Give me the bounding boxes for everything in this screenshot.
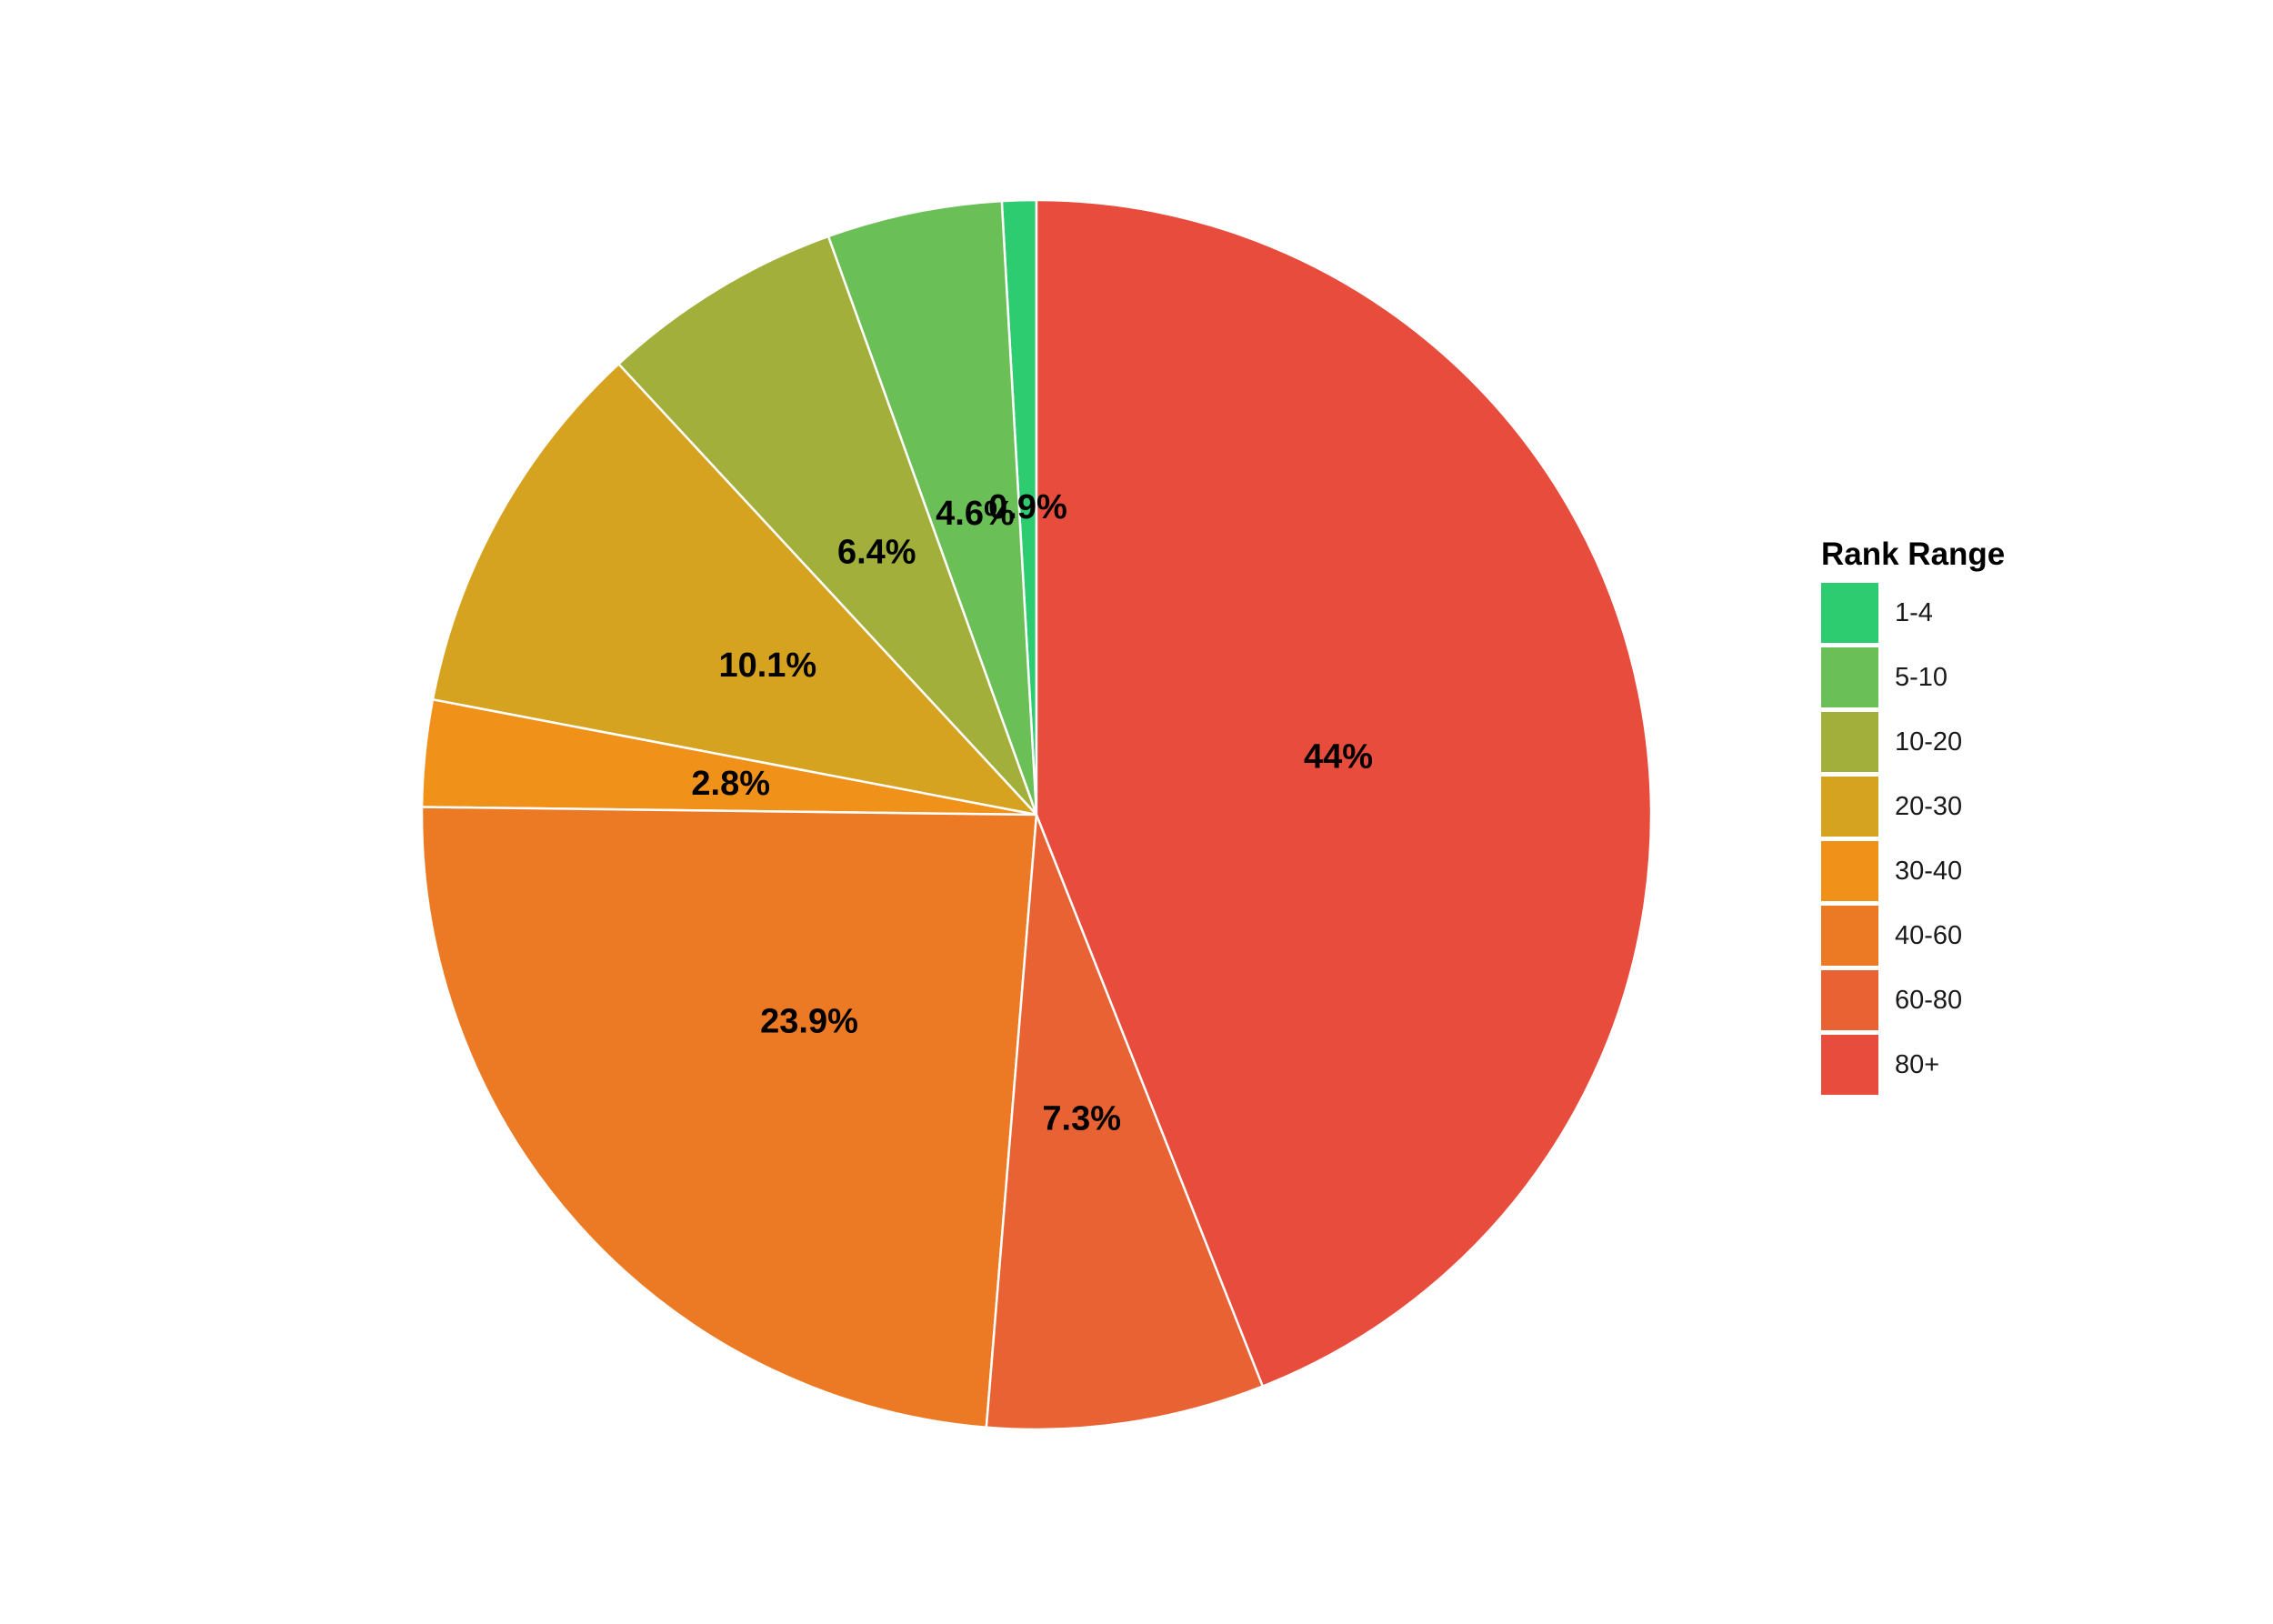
pie-slice-10-20 <box>616 235 1038 816</box>
pie-slices <box>420 198 1653 1431</box>
legend-title: Rank Range <box>1821 536 2005 572</box>
legend-swatch-60-80 <box>1821 970 1878 1030</box>
pie-slice-40-60 <box>420 806 1038 1429</box>
legend-label-60-80: 60-80 <box>1895 986 1962 1015</box>
legend-swatch-30-40 <box>1821 841 1878 901</box>
pie-slice-label-1-4: 0.9% <box>988 488 1067 526</box>
legend-label-20-30: 20-30 <box>1895 792 1962 821</box>
pie-slice-label-60-80: 7.3% <box>1042 1099 1121 1138</box>
legend-label-80+: 80+ <box>1895 1050 1939 1079</box>
legend-swatch-1-4 <box>1821 583 1878 643</box>
legend-swatch-5-10 <box>1821 647 1878 707</box>
legend-label-5-10: 5-10 <box>1895 663 1948 692</box>
legend-swatch-40-60 <box>1821 906 1878 966</box>
pie-slice-labels: 0.9%4.6% 6.4% 10.1% 2.8% 23.9% 7.3% 44% <box>691 488 1373 1138</box>
pie-slice-label-10-20: 6.4% <box>837 533 916 571</box>
legend-label-40-60: 40-60 <box>1895 921 1962 950</box>
pie-slice-5-10 <box>826 199 1038 816</box>
pie-slice-80+ <box>1035 198 1653 1388</box>
pie-slice-label-40-60: 23.9% <box>760 1002 858 1040</box>
pie-slice-label-80+: 44% <box>1304 738 1373 777</box>
pie-slice-20-30 <box>431 362 1040 817</box>
legend-label-30-40: 30-40 <box>1895 857 1962 886</box>
legend-swatch-20-30 <box>1821 777 1878 837</box>
legend-swatch-10-20 <box>1821 712 1878 772</box>
legend-label-1-4: 1-4 <box>1895 598 1933 627</box>
legend-swatch-80+ <box>1821 1035 1878 1095</box>
pie-slice-60-80 <box>985 814 1265 1431</box>
pie-slice-label-5-10: 4.6% <box>936 495 1015 533</box>
pie-slice-label-30-40: 2.8% <box>691 765 770 803</box>
legend-label-10-20: 10-20 <box>1895 727 1962 757</box>
legend-items: 1-4 5-10 10-20 20-30 30-40 40-60 60-80 80+ <box>1821 583 1962 1095</box>
pie-slice-label-20-30: 10.1% <box>718 647 816 685</box>
legend: Rank Range 1-4 5-10 10-20 20-30 30-40 40-60 60… <box>1821 536 2005 1095</box>
